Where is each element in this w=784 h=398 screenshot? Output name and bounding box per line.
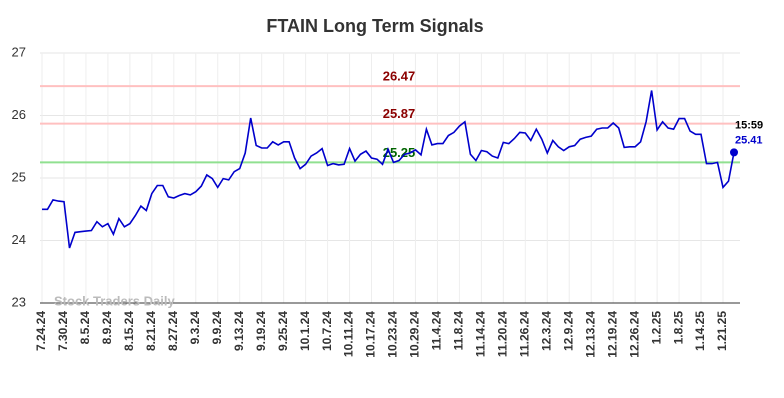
x-tick-label: 9.19.24 xyxy=(254,311,268,351)
x-tick-label: 11.4.24 xyxy=(430,311,444,351)
y-tick-label: 25 xyxy=(12,169,26,184)
x-tick-label: 1.21.25 xyxy=(715,311,729,351)
y-tick-label: 27 xyxy=(12,44,26,59)
x-tick-label: 9.3.24 xyxy=(188,311,202,345)
x-tick-label: 11.20.24 xyxy=(496,311,510,357)
x-tick-label: 12.19.24 xyxy=(605,311,619,358)
x-tick-label: 11.26.24 xyxy=(517,311,531,357)
x-tick-label: 10.29.24 xyxy=(408,311,422,358)
last-point xyxy=(730,148,738,157)
x-tick-label: 10.11.24 xyxy=(342,311,356,357)
x-tick-label: 12.13.24 xyxy=(583,311,597,358)
x-tick-label: 8.27.24 xyxy=(166,311,180,351)
y-tick-label: 23 xyxy=(12,294,26,309)
x-tick-label: 8.15.24 xyxy=(122,311,136,351)
x-tick-label: 9.13.24 xyxy=(232,311,246,351)
x-tick-label: 8.21.24 xyxy=(144,311,158,351)
x-tick-label: 10.1.24 xyxy=(298,311,312,351)
x-tick-label: 10.7.24 xyxy=(320,311,334,351)
x-tick-label: 8.5.24 xyxy=(78,311,92,345)
price-line xyxy=(42,90,735,249)
signal-label: 26.47 xyxy=(383,69,416,84)
x-tick-label: 10.23.24 xyxy=(386,311,400,358)
watermark: Stock Traders Daily xyxy=(54,293,175,308)
x-tick-label: 1.2.25 xyxy=(649,311,663,345)
x-tick-label: 1.8.25 xyxy=(671,311,685,345)
chart-title: FTAIN Long Term Signals xyxy=(266,16,483,36)
x-tick-label: 8.9.24 xyxy=(100,311,114,345)
x-tick-label: 7.24.24 xyxy=(34,311,48,351)
x-tick-label: 10.17.24 xyxy=(364,311,378,358)
last-value: 25.41 xyxy=(735,134,763,146)
last-time: 15:59 xyxy=(735,119,763,131)
x-tick-label: 11.8.24 xyxy=(452,311,466,351)
x-tick-label: 12.9.24 xyxy=(561,311,575,351)
y-tick-label: 26 xyxy=(12,107,26,122)
x-tick-label: 11.14.24 xyxy=(474,311,488,357)
x-tick-label: 9.25.24 xyxy=(276,311,290,351)
x-tick-label: 9.9.24 xyxy=(210,311,224,345)
x-tick-label: 1.14.25 xyxy=(693,311,707,351)
signal-label: 25.87 xyxy=(383,106,416,121)
y-tick-label: 24 xyxy=(12,232,26,247)
x-tick-label: 12.3.24 xyxy=(539,311,553,351)
x-tick-label: 12.26.24 xyxy=(627,311,641,358)
x-tick-label: 7.30.24 xyxy=(56,311,70,351)
